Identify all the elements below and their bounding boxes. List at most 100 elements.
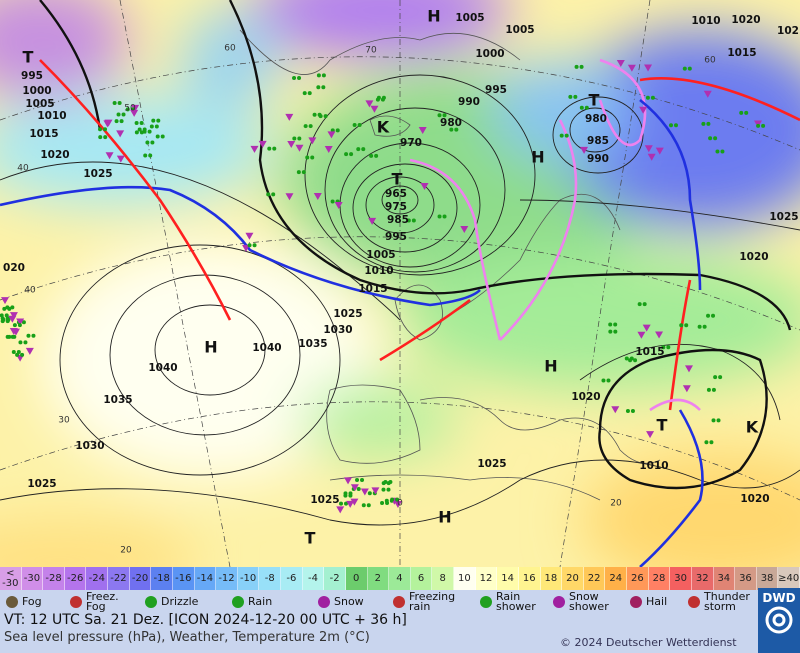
rain-symbol <box>142 127 147 132</box>
rain-symbol <box>150 140 155 145</box>
isobar-label: 970 <box>400 137 422 149</box>
rain-symbol <box>344 152 349 157</box>
snow-shower-symbol <box>418 127 427 135</box>
scale-cell: 14 <box>497 567 519 590</box>
isobar-label: 1015 <box>358 283 387 295</box>
isobar-label: 995 <box>385 231 407 243</box>
rain-symbol <box>125 107 130 112</box>
snow-shower-symbol <box>639 106 648 114</box>
rain-symbol <box>437 113 442 118</box>
snow-shower-symbol <box>642 324 651 332</box>
legend-item: Rain <box>232 591 272 612</box>
rain-symbol <box>349 152 354 157</box>
isobar-label: 1020 <box>739 251 768 263</box>
isobar-label: 1005 <box>366 249 395 261</box>
rain-symbol <box>339 501 344 506</box>
rain-symbol <box>668 123 673 128</box>
rain-symbol <box>266 192 271 197</box>
color-scale: < -30 -30 -28 -26 -24 -22 -20 -18 -16 -14 -12 -10 -8… <box>0 567 800 590</box>
rain-symbol <box>381 487 386 492</box>
map-labels: 9951000100510101015102010250201005100510… <box>3 7 799 556</box>
rain-symbol <box>271 192 276 197</box>
rain-symbol <box>374 153 379 158</box>
rain-symbol <box>103 135 108 140</box>
snow-shower-symbol <box>655 331 664 339</box>
rain-symbol <box>601 378 606 383</box>
rain-symbol <box>137 127 142 132</box>
snow-shower-symbol <box>116 130 125 138</box>
snow-shower-symbol <box>295 144 304 152</box>
snow-shower-symbol <box>250 145 259 153</box>
rain-symbol <box>356 487 361 492</box>
isobar-label: 1010 <box>691 15 720 27</box>
snow-shower-symbol <box>105 152 114 160</box>
pressure-center: T <box>589 91 600 110</box>
rain-symbol <box>708 136 713 141</box>
scale-cell: -20 <box>129 567 152 590</box>
rain-symbol <box>573 94 578 99</box>
rain-symbol <box>267 146 272 151</box>
legend-icon <box>480 595 492 608</box>
legend-label: Freezing rain <box>409 589 456 613</box>
rain-symbol <box>17 323 22 328</box>
snow-shower-symbol <box>131 104 140 112</box>
scale-cell: 2 <box>367 567 390 590</box>
temperature-label: 0 <box>397 499 403 509</box>
rain-symbol <box>117 101 122 106</box>
snow-shower-symbol <box>646 431 655 439</box>
rain-symbol <box>687 66 692 71</box>
scale-cell: 18 <box>540 567 563 590</box>
snow-shower-symbol <box>287 140 296 148</box>
rain-symbol <box>613 322 618 327</box>
rain-symbol <box>296 170 301 175</box>
rain-symbol <box>317 112 322 117</box>
rain-symbol <box>360 478 365 483</box>
snow-shower-symbol <box>334 201 343 209</box>
rain-symbol <box>16 349 21 354</box>
scale-cell: < -30 <box>0 567 22 590</box>
legend-label: Snow shower <box>569 589 609 613</box>
rain-symbol <box>15 352 20 357</box>
isobar-label: 102 <box>777 25 799 37</box>
rain-symbol <box>713 136 718 141</box>
isobar-label: 1015 <box>727 47 756 59</box>
coastlines <box>239 29 661 501</box>
temperature-label: 60 <box>224 44 236 54</box>
rain-symbol <box>756 123 761 128</box>
rain-symbol <box>310 155 315 160</box>
rain-symbol <box>702 324 707 329</box>
rain-symbol <box>666 345 671 350</box>
rain-symbol <box>386 487 391 492</box>
snow-shower-symbol <box>350 484 359 492</box>
rain-symbol <box>718 375 723 380</box>
scale-cell: 8 <box>432 567 455 590</box>
rain-symbol <box>292 136 297 141</box>
legend-item: Snow <box>318 591 364 612</box>
rain-symbol <box>98 135 103 140</box>
scale-cell: -8 <box>259 567 282 590</box>
snow-shower-symbol <box>258 140 267 148</box>
rain-symbol <box>369 153 374 158</box>
rain-symbol <box>31 333 36 338</box>
rain-symbol <box>606 378 611 383</box>
rain-symbol <box>18 340 23 345</box>
rain-symbol <box>650 95 655 100</box>
weather-map: 9951000100510101015102010250201005100510… <box>0 0 800 567</box>
rain-symbol <box>375 97 380 102</box>
snow-shower-symbol <box>360 488 369 496</box>
rain-symbol <box>21 320 26 325</box>
scale-cell: -12 <box>216 567 238 590</box>
scale-cell: -14 <box>194 567 217 590</box>
rain-symbol <box>711 313 716 318</box>
rain-symbol <box>574 64 579 69</box>
rain-symbol <box>706 387 711 392</box>
rain-symbol <box>316 73 321 78</box>
legend-icon <box>630 595 642 608</box>
pressure-center: T <box>657 416 668 435</box>
snow-shower-symbol <box>460 226 469 234</box>
scale-cell: -28 <box>43 567 65 590</box>
snow-shower-symbol <box>285 113 294 121</box>
rain-symbol <box>12 323 17 328</box>
temperature-label: 50 <box>124 104 136 114</box>
legend-item: Drizzle <box>145 591 198 612</box>
